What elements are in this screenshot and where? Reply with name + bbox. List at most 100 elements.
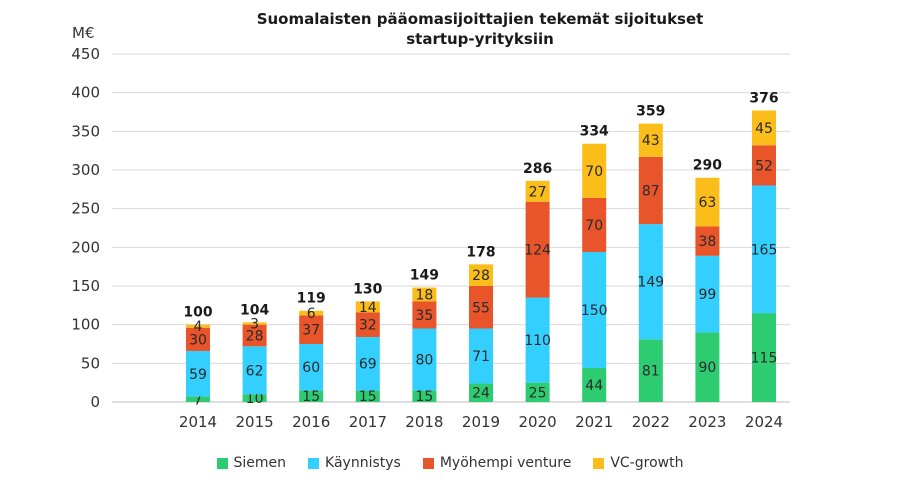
segment-value-label: 115 bbox=[751, 351, 778, 367]
chart-title: Suomalaisten pääomasijoittajien tekemät … bbox=[256, 10, 704, 28]
segment-value-label: 43 bbox=[642, 133, 660, 149]
segment-value-label: 30 bbox=[189, 332, 207, 348]
bar-segment-my-hempi-venture bbox=[186, 327, 210, 351]
bar-segment-siemen bbox=[525, 382, 550, 402]
segment-value-label: 110 bbox=[524, 333, 551, 349]
bar-segment-siemen bbox=[695, 332, 720, 402]
legend-item: Myöhempi venture bbox=[422, 455, 572, 471]
bar-segment-siemen bbox=[469, 383, 493, 402]
total-value-label: 130 bbox=[353, 281, 382, 297]
bar-segment-my-hempi-venture bbox=[638, 156, 663, 225]
bar-segment-siemen bbox=[638, 339, 663, 402]
bar-segment-vc-growth bbox=[525, 180, 550, 202]
bar-segment-vc-growth bbox=[242, 322, 267, 325]
segment-value-label: 14 bbox=[359, 300, 377, 316]
segment-value-label: 90 bbox=[698, 360, 716, 376]
legend-label: Siemen bbox=[233, 455, 287, 471]
bar-segment-my-hempi-venture bbox=[355, 312, 380, 338]
bar-segment-vc-growth bbox=[469, 264, 493, 286]
y-tick-label: 50 bbox=[81, 354, 100, 372]
legend-label: VC-growth bbox=[610, 455, 684, 471]
x-tick-label: 2015 bbox=[236, 413, 274, 431]
total-value-label: 100 bbox=[183, 305, 212, 321]
legend: Siemen Käynnistys Myöhempi venture VC-growt… bbox=[0, 455, 900, 471]
total-value-label: 290 bbox=[693, 158, 722, 174]
bar-segment-siemen bbox=[752, 313, 776, 402]
bar-segment-vc-growth bbox=[638, 123, 663, 157]
segment-value-label: 25 bbox=[529, 385, 547, 401]
y-axis-unit: M€ bbox=[72, 24, 95, 42]
bar-segment-k-ynnistys bbox=[355, 337, 380, 391]
segment-value-label: 44 bbox=[585, 378, 603, 394]
bar-segment-my-hempi-venture bbox=[242, 324, 267, 347]
segment-value-label: 35 bbox=[415, 308, 433, 324]
x-tick-label: 2017 bbox=[349, 413, 387, 431]
x-tick-label: 2022 bbox=[632, 413, 670, 431]
bar-segment-siemen bbox=[242, 394, 267, 402]
segment-value-label: 87 bbox=[642, 183, 660, 199]
x-tick-label: 2018 bbox=[405, 413, 443, 431]
bar-segment-siemen bbox=[412, 390, 437, 402]
total-value-label: 286 bbox=[523, 161, 552, 177]
chart-subtitle: startup-yrityksiin bbox=[406, 30, 554, 48]
total-value-label: 119 bbox=[297, 291, 326, 307]
segment-value-label: 55 bbox=[472, 300, 490, 316]
bar-segment-siemen bbox=[582, 367, 607, 402]
bar-segment-my-hempi-venture bbox=[695, 226, 720, 256]
bar-segment-my-hempi-venture bbox=[299, 315, 324, 344]
bar-segment-k-ynnistys bbox=[186, 350, 210, 397]
x-tick-label: 2024 bbox=[745, 413, 783, 431]
x-tick-label: 2016 bbox=[292, 413, 330, 431]
segment-value-label: 6 bbox=[307, 306, 316, 322]
bar-segment-vc-growth bbox=[582, 143, 607, 198]
segment-value-label: 52 bbox=[755, 158, 773, 174]
segment-value-label: 71 bbox=[472, 349, 490, 365]
segment-value-label: 7 bbox=[194, 392, 203, 408]
x-tick-label: 2021 bbox=[575, 413, 613, 431]
segment-value-label: 149 bbox=[637, 275, 664, 291]
segment-value-label: 45 bbox=[755, 121, 773, 137]
segment-value-label: 62 bbox=[246, 363, 264, 379]
bar-segment-k-ynnistys bbox=[299, 344, 324, 391]
bar-segment-vc-growth bbox=[412, 287, 437, 302]
x-tick-label: 2019 bbox=[462, 413, 500, 431]
y-tick-label: 150 bbox=[71, 277, 100, 295]
segment-value-label: 81 bbox=[642, 364, 660, 380]
segment-value-label: 69 bbox=[359, 357, 377, 373]
bar-segment-siemen bbox=[299, 390, 324, 402]
segment-value-label: 18 bbox=[415, 288, 433, 304]
segment-value-label: 3 bbox=[250, 317, 259, 333]
bar-segment-vc-growth bbox=[752, 110, 776, 146]
bar-segment-vc-growth bbox=[695, 177, 720, 227]
total-value-label: 334 bbox=[580, 124, 609, 140]
segment-value-label: 24 bbox=[472, 386, 490, 402]
legend-label: Myöhempi venture bbox=[439, 455, 572, 471]
legend-item: Käynnistys bbox=[308, 455, 401, 471]
legend-swatch bbox=[593, 457, 605, 469]
segment-value-label: 150 bbox=[581, 303, 608, 319]
bar-segment-my-hempi-venture bbox=[469, 286, 493, 329]
bar-segment-siemen bbox=[355, 390, 380, 402]
total-value-label: 104 bbox=[240, 302, 269, 318]
segment-value-label: 15 bbox=[415, 389, 433, 405]
bar-segment-vc-growth bbox=[299, 310, 324, 316]
segment-value-label: 27 bbox=[529, 184, 547, 200]
bar-segment-vc-growth bbox=[355, 301, 380, 313]
segment-value-label: 165 bbox=[751, 242, 778, 258]
bar-segment-k-ynnistys bbox=[412, 328, 437, 391]
y-tick-label: 350 bbox=[71, 122, 100, 140]
y-tick-label: 100 bbox=[71, 316, 100, 334]
segment-value-label: 70 bbox=[585, 218, 603, 234]
legend-swatch bbox=[308, 457, 320, 469]
bar-segment-siemen bbox=[186, 396, 210, 402]
bar-segment-k-ynnistys bbox=[525, 297, 550, 383]
segment-value-label: 60 bbox=[302, 360, 320, 376]
legend-label: Käynnistys bbox=[325, 455, 401, 471]
plot-area: 0501001502002503003504004507593041002014… bbox=[71, 45, 790, 431]
total-value-label: 359 bbox=[636, 104, 665, 120]
bar-segment-vc-growth bbox=[186, 324, 210, 328]
y-tick-label: 200 bbox=[71, 238, 100, 256]
total-value-label: 178 bbox=[466, 244, 495, 260]
x-tick-label: 2023 bbox=[688, 413, 726, 431]
bar-segment-my-hempi-venture bbox=[525, 201, 550, 298]
